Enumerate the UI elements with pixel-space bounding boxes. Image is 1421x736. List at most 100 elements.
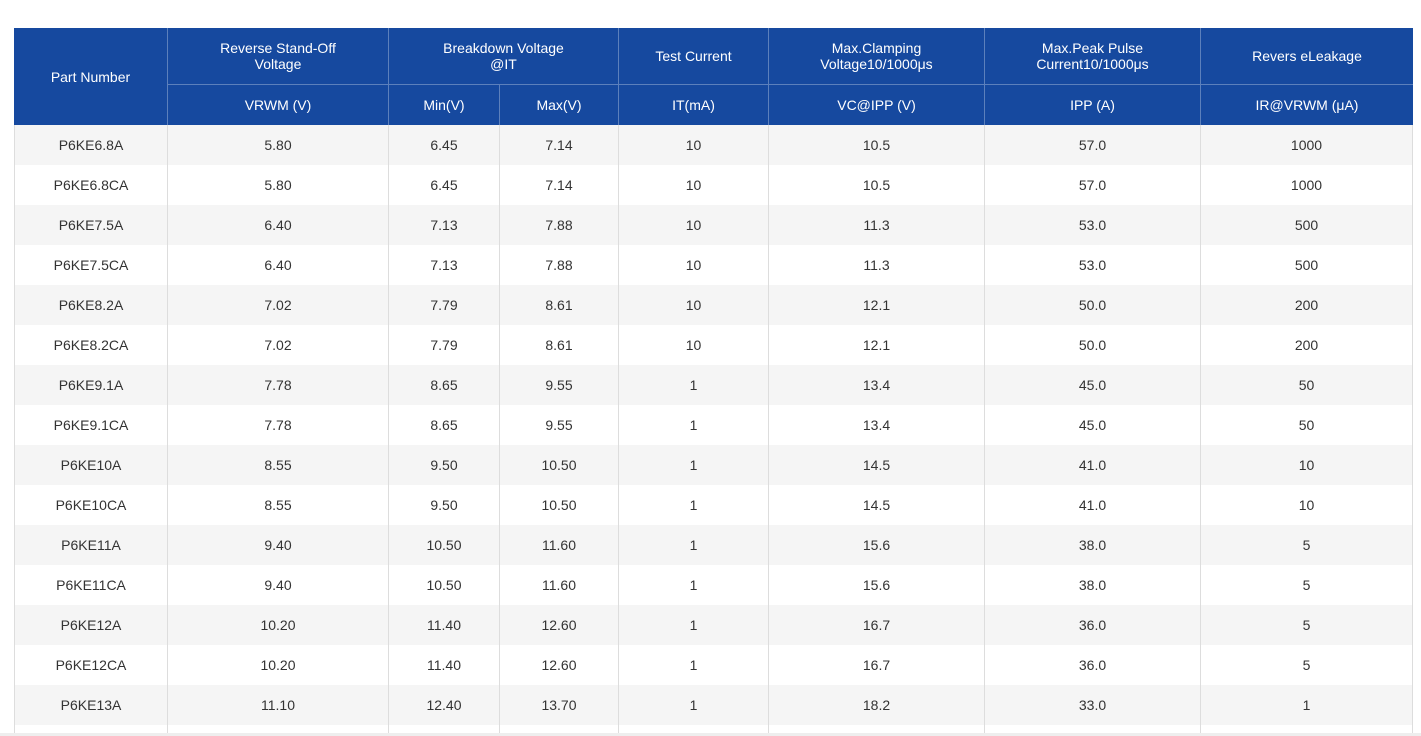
clamping-voltage-cell: 16.7 (769, 605, 985, 645)
leakage-current-cell: 50 (1201, 365, 1413, 405)
breakdown-max-cell: 11.60 (500, 565, 619, 605)
part-number-cell: P6KE6.8A (14, 125, 168, 165)
leakage-current-cell: 5 (1201, 645, 1413, 685)
table-row: P6KE7.5A 6.40 7.13 7.88 10 11.3 53.0 500 (14, 205, 1413, 245)
leakage-current-cell: 1000 (1201, 125, 1413, 165)
breakdown-min-cell: 10.50 (389, 565, 500, 605)
peak-pulse-current-cell: 38.0 (985, 565, 1201, 605)
leakage-current-cell: 200 (1201, 325, 1413, 365)
breakdown-max-cell: 8.61 (500, 325, 619, 365)
breakdown-min-cell: 7.13 (389, 245, 500, 285)
leakage-current-cell: 1 (1201, 685, 1413, 725)
breakdown-max-cell: 12.60 (500, 645, 619, 685)
breakdown-min-cell: 7.79 (389, 285, 500, 325)
leakage-current-cell: 500 (1201, 245, 1413, 285)
breakdown-max-cell: 9.55 (500, 405, 619, 445)
header-line: @IT (490, 56, 517, 72)
header-line: Voltage (254, 56, 302, 72)
peak-pulse-current-cell: 50.0 (985, 285, 1201, 325)
test-current-cell: 10 (619, 285, 769, 325)
breakdown-min-cell: 8.65 (389, 405, 500, 445)
test-current-cell: 1 (619, 365, 769, 405)
leakage-current-cell (1201, 725, 1413, 733)
header-max-clamping-voltage: Max.Clamping Voltage10/1000μs (769, 28, 985, 85)
peak-pulse-current-cell: 57.0 (985, 125, 1201, 165)
test-current-cell: 1 (619, 565, 769, 605)
header-line: Reverse Stand-Off (220, 40, 336, 56)
peak-pulse-current-cell: 36.0 (985, 605, 1201, 645)
standoff-voltage-cell: 7.78 (168, 365, 389, 405)
header-peak-pulse-unit: IPP (A) (985, 85, 1201, 125)
breakdown-max-cell: 7.14 (500, 165, 619, 205)
header-line: Max.Peak Pulse (1041, 40, 1144, 56)
clamping-voltage-cell: 15.6 (769, 525, 985, 565)
header-breakdown-min: Min(V) (389, 85, 500, 125)
peak-pulse-current-cell: 53.0 (985, 205, 1201, 245)
standoff-voltage-cell (168, 725, 389, 733)
clamping-voltage-cell: 15.6 (769, 565, 985, 605)
leakage-current-cell: 200 (1201, 285, 1413, 325)
breakdown-max-cell: 13.70 (500, 685, 619, 725)
peak-pulse-current-cell: 36.0 (985, 645, 1201, 685)
table-header: Part Number Reverse Stand-Off Voltage Br… (14, 28, 1413, 125)
header-max-peak-pulse-current: Max.Peak Pulse Current10/1000μs (985, 28, 1201, 85)
standoff-voltage-cell: 8.55 (168, 485, 389, 525)
peak-pulse-current-cell: 45.0 (985, 365, 1201, 405)
table-row: P6KE8.2A 7.02 7.79 8.61 10 12.1 50.0 200 (14, 285, 1413, 325)
header-line: Max.Clamping (831, 40, 922, 56)
table-row: P6KE11A 9.40 10.50 11.60 1 15.6 38.0 5 (14, 525, 1413, 565)
part-number-cell: P6KE8.2CA (14, 325, 168, 365)
table-row: P6KE7.5CA 6.40 7.13 7.88 10 11.3 53.0 500 (14, 245, 1413, 285)
breakdown-min-cell: 6.45 (389, 125, 500, 165)
standoff-voltage-cell: 11.10 (168, 685, 389, 725)
peak-pulse-current-cell: 41.0 (985, 445, 1201, 485)
peak-pulse-current-cell: 41.0 (985, 485, 1201, 525)
breakdown-max-cell: 7.88 (500, 245, 619, 285)
test-current-cell: 10 (619, 165, 769, 205)
breakdown-max-cell: 10.50 (500, 485, 619, 525)
part-number-cell: P6KE8.2A (14, 285, 168, 325)
part-number-cell: P6KE7.5A (14, 205, 168, 245)
clamping-voltage-cell: 11.3 (769, 245, 985, 285)
peak-pulse-current-cell: 53.0 (985, 245, 1201, 285)
peak-pulse-current-cell (985, 725, 1201, 733)
test-current-cell: 1 (619, 445, 769, 485)
leakage-current-cell: 10 (1201, 485, 1413, 525)
breakdown-min-cell: 6.45 (389, 165, 500, 205)
table-row: P6KE11CA 9.40 10.50 11.60 1 15.6 38.0 5 (14, 565, 1413, 605)
part-number-cell: P6KE11A (14, 525, 168, 565)
bottom-divider (0, 733, 1421, 736)
breakdown-min-cell: 8.65 (389, 365, 500, 405)
part-number-cell: P6KE9.1CA (14, 405, 168, 445)
table-row: P6KE13A 11.10 12.40 13.70 1 18.2 33.0 1 (14, 685, 1413, 725)
breakdown-max-cell: 7.88 (500, 205, 619, 245)
breakdown-min-cell: 11.40 (389, 645, 500, 685)
table-row: P6KE9.1A 7.78 8.65 9.55 1 13.4 45.0 50 (14, 365, 1413, 405)
breakdown-min-cell: 7.79 (389, 325, 500, 365)
test-current-cell (619, 725, 769, 733)
header-line: Breakdown Voltage (443, 40, 564, 56)
table-row: P6KE12A 10.20 11.40 12.60 1 16.7 36.0 5 (14, 605, 1413, 645)
leakage-current-cell: 5 (1201, 605, 1413, 645)
test-current-cell: 10 (619, 245, 769, 285)
header-leakage-unit: IR@VRWM (μA) (1255, 97, 1359, 113)
part-number-cell (14, 725, 168, 733)
test-current-cell: 1 (619, 645, 769, 685)
standoff-voltage-cell: 5.80 (168, 125, 389, 165)
clamping-voltage-cell: 18.2 (769, 685, 985, 725)
part-number-cell: P6KE6.8CA (14, 165, 168, 205)
breakdown-max-cell: 7.14 (500, 125, 619, 165)
standoff-voltage-cell: 7.02 (168, 325, 389, 365)
breakdown-min-cell: 12.40 (389, 685, 500, 725)
standoff-voltage-cell: 9.40 (168, 565, 389, 605)
clamping-voltage-cell: 12.1 (769, 285, 985, 325)
leakage-current-cell: 5 (1201, 565, 1413, 605)
standoff-voltage-cell: 7.02 (168, 285, 389, 325)
test-current-cell: 10 (619, 205, 769, 245)
standoff-voltage-cell: 9.40 (168, 525, 389, 565)
part-number-cell: P6KE9.1A (14, 365, 168, 405)
table-row: P6KE10A 8.55 9.50 10.50 1 14.5 41.0 10 (14, 445, 1413, 485)
leakage-current-cell: 1000 (1201, 165, 1413, 205)
leakage-current-cell: 10 (1201, 445, 1413, 485)
peak-pulse-current-cell: 38.0 (985, 525, 1201, 565)
